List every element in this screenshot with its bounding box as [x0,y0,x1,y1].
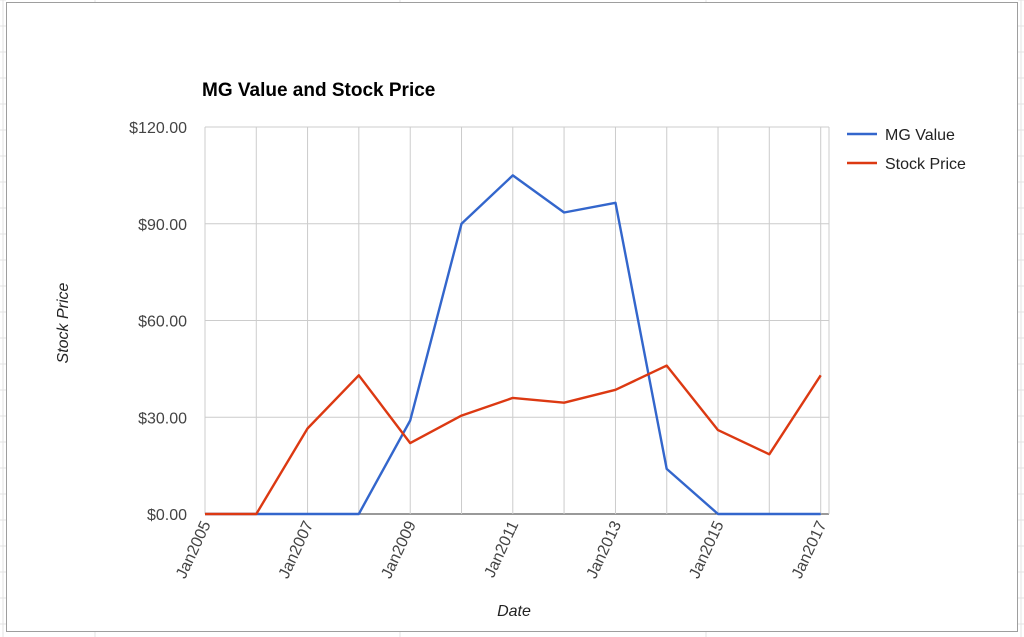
y-tick-label: $30.00 [138,410,187,427]
series-line-mg-value[interactable] [205,174,821,516]
x-tick-label: Jan2009 [379,518,420,581]
series-lines [205,174,822,516]
y-tick-label: $60.00 [138,314,187,331]
x-tick-label: Jan2013 [584,518,625,581]
x-tick-label: Jan2015 [686,518,727,581]
y-tick-label: $90.00 [138,217,187,234]
grid-lines [204,126,830,515]
x-tick-label: Jan2005 [173,518,214,581]
x-tick-label: Jan2017 [789,518,830,581]
x-axis-title: Date [497,603,531,620]
chart-title: MG Value and Stock Price [202,80,435,101]
y-axis-ticks: $0.00 $30.00 $60.00 $90.00 $120.00 [129,120,187,524]
x-tick-label: Jan2007 [276,518,317,581]
legend-label: Stock Price [885,156,966,173]
legend-label: MG Value [885,127,955,144]
x-axis-ticks: Jan2005 Jan2007 Jan2009 Jan2011 Jan2013 Jan20… [173,518,830,581]
y-axis-title: Stock Price [55,282,72,363]
series-line-stock-price[interactable] [205,364,822,516]
y-tick-label: $0.00 [147,507,187,524]
y-tick-label: $120.00 [129,120,187,137]
line-chart: MG Value and Stock Price $0.00 $30.00 $60.… [55,80,966,620]
chart-container[interactable]: MG Value and Stock Price $0.00 $30.00 $60.… [6,2,1018,632]
legend[interactable]: MG Value Stock Price [847,127,966,173]
x-tick-label: Jan2011 [482,518,523,580]
